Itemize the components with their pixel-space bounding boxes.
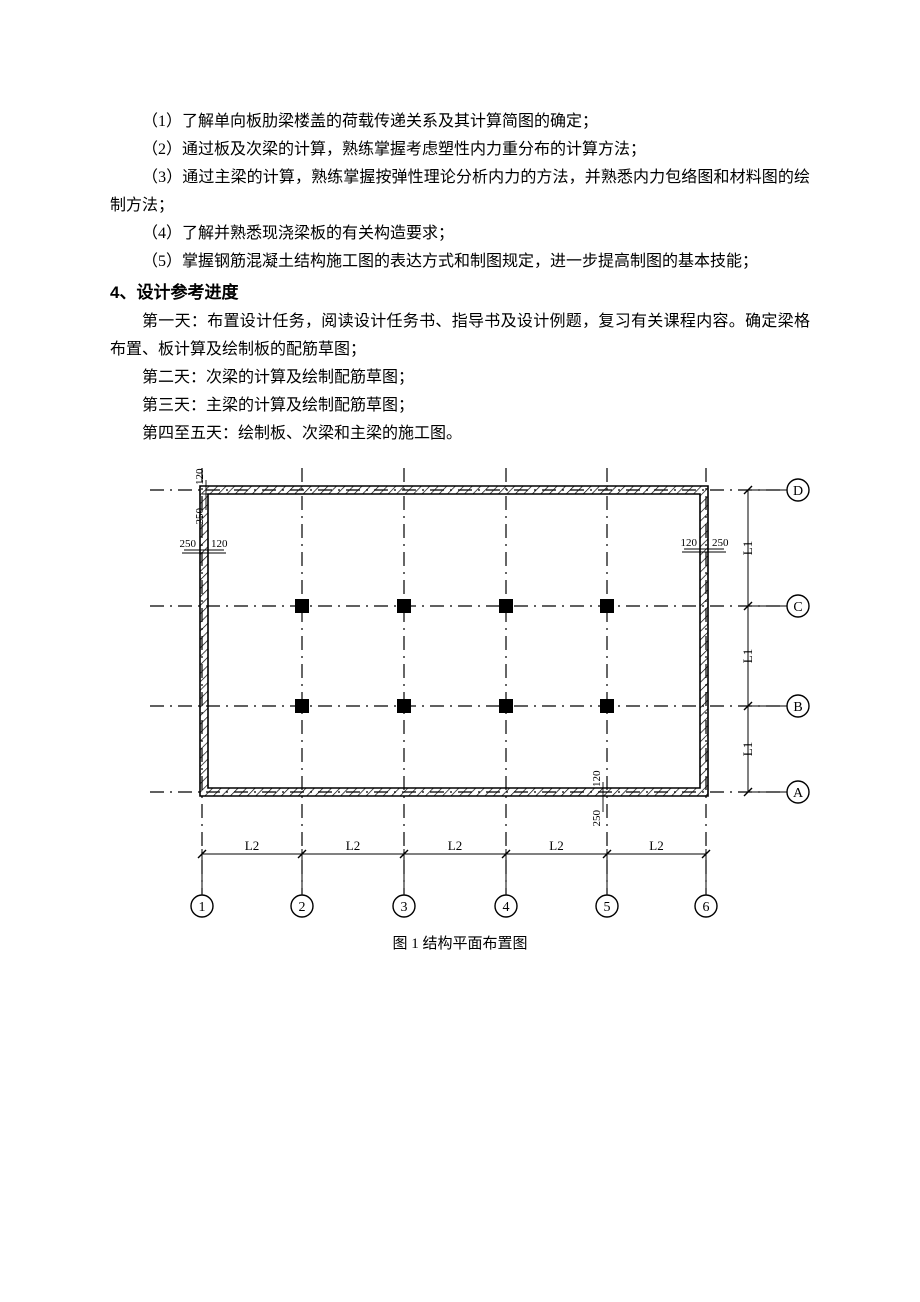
svg-text:B: B (793, 700, 802, 715)
svg-text:L2: L2 (245, 838, 259, 853)
figure-caption: 图 1 结构平面布置图 (110, 932, 810, 953)
svg-text:L2: L2 (448, 838, 462, 853)
svg-text:C: C (793, 600, 802, 615)
svg-text:L1: L1 (740, 742, 755, 756)
svg-text:250: 250 (194, 508, 206, 525)
plan-diagram: L2 L2 L2 L2 L2 1 2 3 4 5 6 L1 L1 L1 D C B A 120 250 250 120 12… (110, 466, 810, 926)
svg-text:L2: L2 (649, 838, 663, 853)
svg-text:3: 3 (401, 900, 408, 915)
svg-text:D: D (793, 484, 803, 499)
svg-text:1: 1 (199, 900, 206, 915)
svg-text:120: 120 (194, 468, 206, 485)
svg-text:L1: L1 (740, 541, 755, 555)
day-1-text: 第一天：布置设计任务，阅读设计任务书、指导书及设计例题，复习有关课程内容。确定梁… (110, 313, 810, 358)
para-1: （1）了解单向板肋梁楼盖的荷载传递关系及其计算简图的确定； (110, 108, 810, 136)
para-3: （3）通过主梁的计算，熟练掌握按弹性理论分析内力的方法，并熟悉内力包络图和材料图… (110, 164, 810, 220)
para-2: （2）通过板及次梁的计算，熟练掌握考虑塑性内力重分布的计算方法； (110, 136, 810, 164)
para-5: （5）掌握钢筋混凝土结构施工图的表达方式和制图规定，进一步提高制图的基本技能； (110, 248, 810, 276)
svg-text:250: 250 (180, 538, 197, 550)
svg-text:L2: L2 (346, 838, 360, 853)
day-3: 第三天：主梁的计算及绘制配筋草图； (110, 392, 810, 420)
svg-text:120: 120 (211, 538, 228, 550)
svg-text:2: 2 (299, 900, 306, 915)
day-1: 第一天：布置设计任务，阅读设计任务书、指导书及设计例题，复习有关课程内容。确定梁… (110, 308, 810, 364)
svg-text:120: 120 (591, 770, 603, 787)
para-3-text: （3）通过主梁的计算，熟练掌握按弹性理论分析内力的方法，并熟悉内力包络图和材料图… (110, 169, 810, 214)
para-5-text: （5）掌握钢筋混凝土结构施工图的表达方式和制图规定，进一步提高制图的基本技能； (142, 253, 758, 270)
para-4: （4）了解并熟悉现浇梁板的有关构造要求； (110, 220, 810, 248)
svg-text:5: 5 (604, 900, 611, 915)
page: （1）了解单向板肋梁楼盖的荷载传递关系及其计算简图的确定； （2）通过板及次梁的… (0, 0, 920, 1302)
day-4: 第四至五天：绘制板、次梁和主梁的施工图。 (110, 420, 810, 448)
svg-text:6: 6 (703, 900, 710, 915)
svg-text:L2: L2 (549, 838, 563, 853)
day-2: 第二天：次梁的计算及绘制配筋草图； (110, 364, 810, 392)
heading-4: 4、设计参考进度 (110, 278, 810, 308)
svg-text:120: 120 (681, 537, 698, 549)
figure-1: L2 L2 L2 L2 L2 1 2 3 4 5 6 L1 L1 L1 D C B A 120 250 250 120 12… (110, 466, 810, 953)
svg-text:L1: L1 (740, 649, 755, 663)
svg-text:A: A (793, 786, 804, 801)
svg-text:250: 250 (591, 810, 603, 827)
svg-text:250: 250 (712, 537, 729, 549)
svg-text:4: 4 (503, 900, 510, 915)
